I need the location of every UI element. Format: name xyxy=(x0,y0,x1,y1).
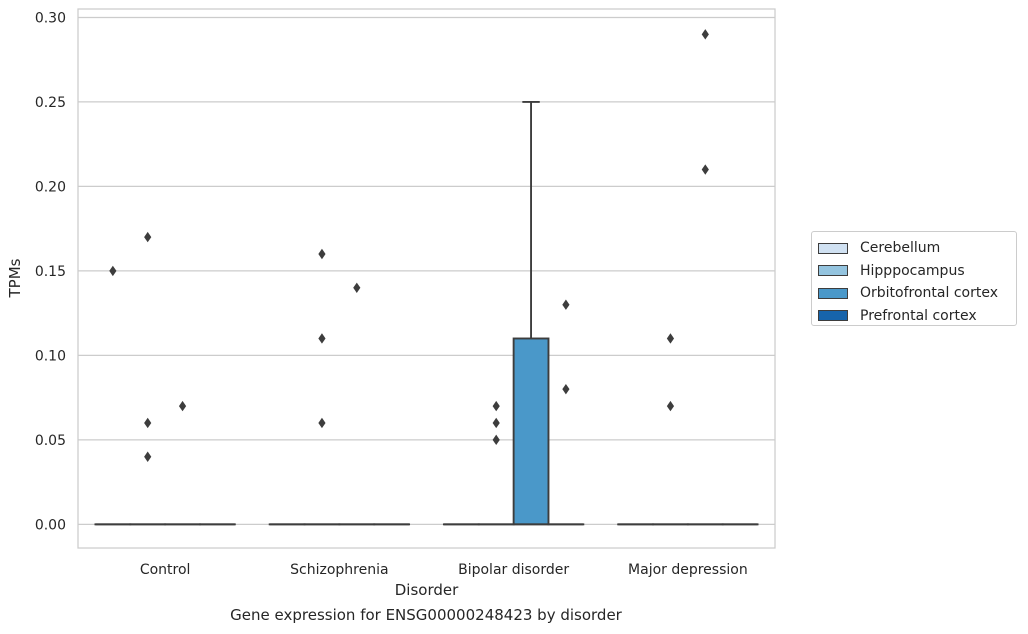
outlier-point xyxy=(109,265,117,277)
outliers xyxy=(109,29,709,462)
x-axis-label: Disorder xyxy=(395,581,459,599)
outlier-point xyxy=(562,383,570,395)
legend-item: Cerebellum xyxy=(818,237,1016,260)
outlier-point xyxy=(353,282,361,293)
y-tick-label: 0.10 xyxy=(35,348,66,364)
box-body xyxy=(512,337,550,526)
legend-item: Orbitofrontal cortex xyxy=(818,282,1016,305)
outlier-point xyxy=(144,231,152,243)
x-tick-label: Bipolar disorder xyxy=(458,562,569,578)
legend-swatch xyxy=(818,310,848,322)
legend-item: Prefrontal cortex xyxy=(818,305,1016,328)
outlier-point xyxy=(318,417,326,429)
x-tick-label: Control xyxy=(140,562,191,578)
outlier-point xyxy=(666,333,675,344)
y-tick-label: 0.25 xyxy=(35,95,66,111)
legend-swatch xyxy=(818,242,848,254)
outlier-point xyxy=(492,434,500,446)
legend-label: Hipppocampus xyxy=(860,262,965,279)
outlier-point xyxy=(178,400,187,412)
plot-area-frame xyxy=(77,8,776,549)
outlier-point xyxy=(701,29,709,40)
outlier-point xyxy=(318,248,326,260)
y-tick-label: 0.20 xyxy=(35,179,66,195)
outlier-point xyxy=(492,400,500,412)
outlier-point xyxy=(144,417,152,429)
outlier-point xyxy=(492,417,500,429)
y-axis-ticks: 0.00 0.05 0.10 0.15 0.20 0.25 0.30 xyxy=(35,10,66,533)
y-tick-label: 0.00 xyxy=(35,517,66,533)
outlier-point xyxy=(318,333,326,344)
legend-label: Cerebellum xyxy=(860,240,941,257)
y-tick-label: 0.30 xyxy=(35,10,66,26)
outlier-point xyxy=(701,164,709,175)
y-tick-label: 0.05 xyxy=(35,433,66,449)
figure-caption: Gene expression for ENSG00000248423 by d… xyxy=(230,606,622,624)
gridlines xyxy=(78,16,775,525)
box-orbitofrontal-cortex xyxy=(512,100,550,526)
boxes xyxy=(94,100,759,526)
legend: Cerebellum Hipppocampus Orbitofrontal cort… xyxy=(811,231,1017,326)
y-axis-label: TPMs xyxy=(6,258,24,298)
legend-label: Prefrontal cortex xyxy=(860,307,977,324)
legend-label: Orbitofrontal cortex xyxy=(860,285,998,302)
y-tick-label: 0.15 xyxy=(35,264,66,280)
outlier-point xyxy=(666,400,675,412)
legend-item: Hipppocampus xyxy=(818,260,1016,283)
legend-swatch xyxy=(818,287,848,299)
outlier-point xyxy=(144,451,152,462)
outlier-point xyxy=(562,299,570,310)
x-tick-label: Major depression xyxy=(628,562,748,578)
x-axis-ticks: Control Schizophrenia Bipolar disorder Majo… xyxy=(140,562,748,578)
legend-swatch xyxy=(818,265,848,277)
x-tick-label: Schizophrenia xyxy=(290,562,388,578)
